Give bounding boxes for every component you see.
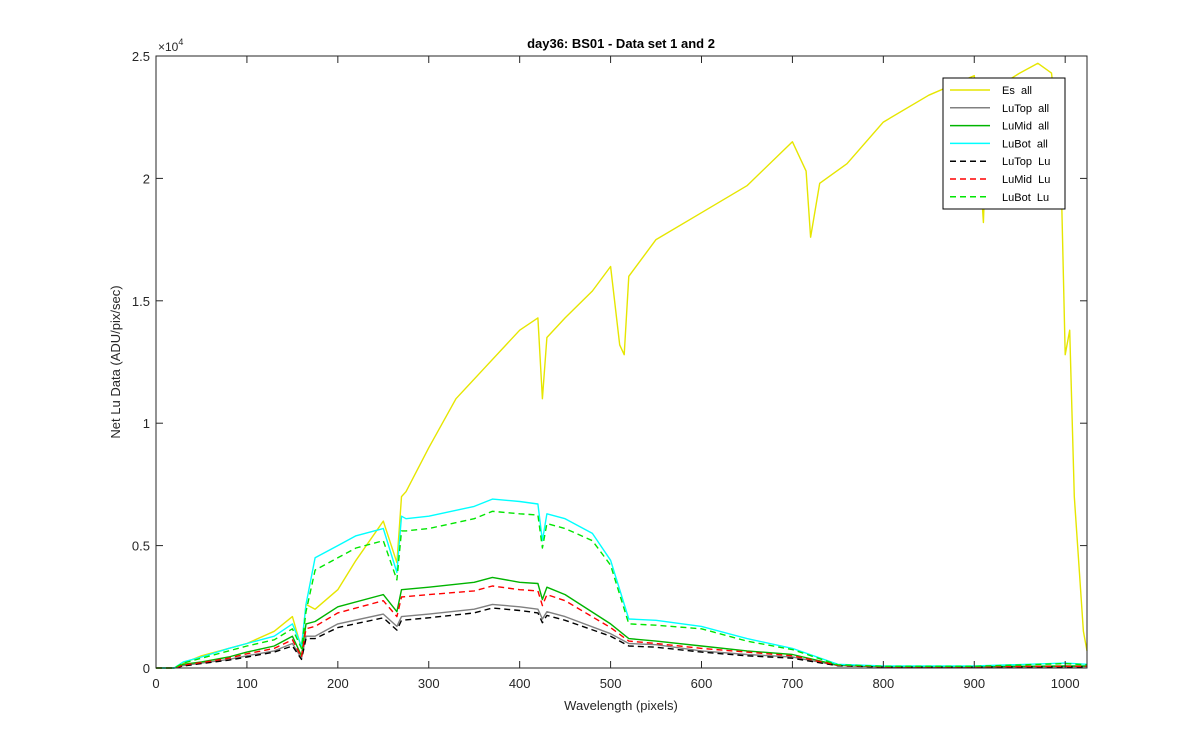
series-line-1: [156, 603, 1087, 669]
series-line-4: [156, 607, 1087, 669]
axes-layer: [155, 55, 1088, 669]
x-tick-label: 600: [691, 676, 713, 691]
series-line-3: [156, 498, 1088, 669]
legend-items: Es all LuTop all LuMid all LuBot all LuTop L…: [950, 85, 1050, 204]
y-tick-label: 2.5: [132, 49, 150, 64]
y-axis-label: Net Lu Data (ADU/pix/sec): [108, 285, 123, 438]
legend: Es all LuTop all LuMid all LuBot all LuTop L…: [942, 77, 1066, 210]
y-exponent-power: 4: [178, 37, 183, 47]
y-tick-label: 0.5: [132, 539, 150, 554]
y-exponent-base: ×10: [158, 40, 179, 54]
y-tick-label: 1: [143, 416, 150, 431]
x-tick-label: 900: [963, 676, 985, 691]
ticks-layer: 0 100 200 300 400 500 600 700 800 900 1000 0 0.5 1 1.5…: [132, 49, 1087, 691]
x-tick-label: 800: [872, 676, 894, 691]
legend-label: LuMid Lu: [1002, 174, 1050, 186]
axes-box: [155, 55, 1088, 669]
x-tick-label: 500: [600, 676, 622, 691]
legend-label: LuBot all: [1002, 138, 1048, 150]
chart-title: day36: BS01 - Data set 1 and 2: [527, 36, 715, 51]
legend-label: LuTop Lu: [1002, 156, 1050, 168]
x-tick-label: 1000: [1051, 676, 1080, 691]
x-axis-label: Wavelength (pixels): [564, 698, 678, 713]
legend-label: Es all: [1002, 85, 1032, 97]
x-tick-label: 400: [509, 676, 531, 691]
series-layer: [156, 62, 1088, 669]
series-line-2: [156, 576, 1087, 669]
x-tick-label: 300: [418, 676, 440, 691]
x-tick-label: 100: [236, 676, 258, 691]
x-tick-label: 700: [782, 676, 804, 691]
x-tick-label: 200: [327, 676, 349, 691]
legend-label: LuMid all: [1002, 121, 1049, 133]
x-tick-label: 0: [152, 676, 159, 691]
y-tick-label: 2: [143, 171, 150, 186]
y-exponent-label: ×104: [158, 37, 183, 54]
series-line-6: [156, 510, 1088, 669]
legend-label: LuTop all: [1002, 103, 1049, 115]
legend-label: LuBot Lu: [1002, 192, 1049, 204]
y-tick-label: 1.5: [132, 294, 150, 309]
plot-area: [156, 56, 1087, 668]
y-tick-label: 0: [143, 661, 150, 676]
series-line-5: [156, 585, 1087, 669]
